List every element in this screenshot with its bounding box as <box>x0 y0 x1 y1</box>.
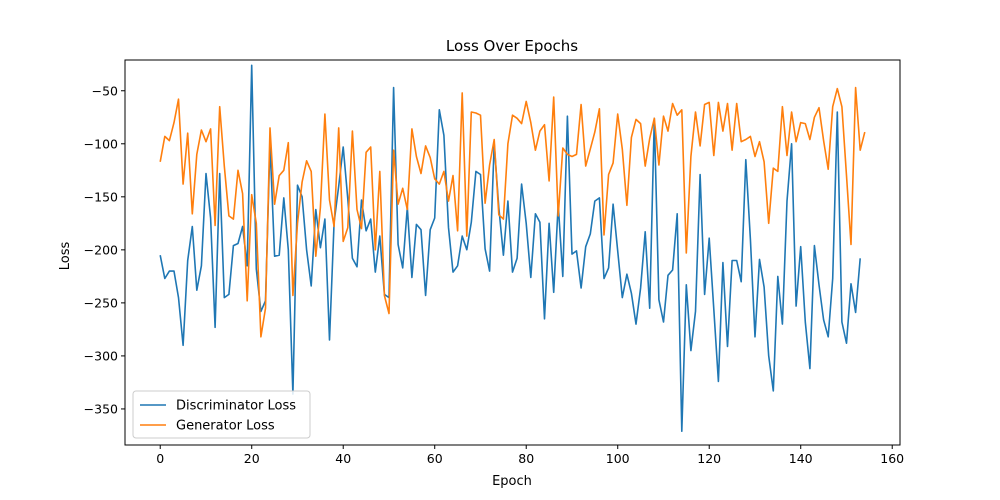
y-axis-label: Loss <box>58 242 73 271</box>
y-tick-label: −300 <box>84 348 118 363</box>
y-tick-label: −200 <box>84 242 118 257</box>
legend: Discriminator Loss Generator Loss <box>132 390 311 439</box>
x-axis: 0 20 40 60 80 100 120 140 160 <box>156 445 904 466</box>
axes-frame <box>124 59 901 446</box>
x-tick-label: 60 <box>427 451 443 466</box>
y-tick-label: −250 <box>84 295 118 310</box>
legend-label-1: Generator Loss <box>176 419 275 434</box>
y-tick-label: −100 <box>84 136 118 151</box>
x-tick-label: 20 <box>244 451 260 466</box>
x-tick-label: 100 <box>606 451 630 466</box>
series-line-0 <box>159 64 861 433</box>
y-tick-label: −50 <box>92 83 118 98</box>
x-axis-label: Epoch <box>492 474 532 489</box>
y-axis: −50 −100 −150 −200 −250 −300 −350 <box>84 83 125 416</box>
y-tick-label: −350 <box>84 401 118 416</box>
x-tick-label: 0 <box>156 451 164 466</box>
x-tick-label: 140 <box>789 451 813 466</box>
x-tick-label: 40 <box>335 451 351 466</box>
legend-box <box>132 390 311 439</box>
x-tick-label: 80 <box>518 451 534 466</box>
x-tick-label: 120 <box>697 451 721 466</box>
chart-title: Loss Over Epochs <box>446 37 578 55</box>
x-tick-label: 160 <box>880 451 904 466</box>
legend-label-0: Discriminator Loss <box>176 399 296 414</box>
series-line-1 <box>159 86 866 338</box>
y-tick-label: −150 <box>84 189 118 204</box>
plot-area <box>159 64 866 433</box>
